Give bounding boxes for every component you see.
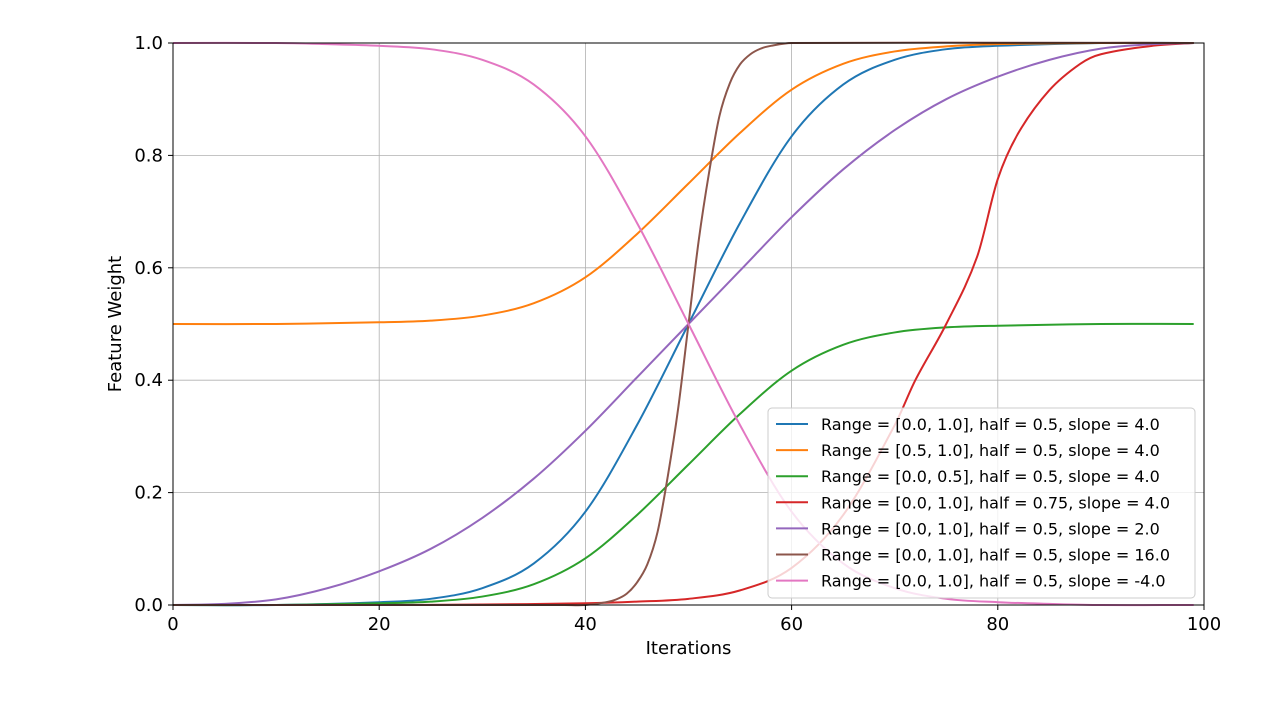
x-tick-label: 40 (574, 614, 597, 635)
series-line-3 (172, 322, 1194, 607)
series-line-7 (172, 41, 1194, 607)
x-tick-label: 100 (1187, 614, 1221, 635)
y-tick-label: 0.0 (134, 595, 163, 616)
legend-label: Range = [0.0, 1.0], half = 0.75, slope =… (821, 493, 1170, 512)
y-tick-label: 0.4 (134, 370, 163, 391)
legend-label: Range = [0.0, 1.0], half = 0.5, slope = … (821, 546, 1170, 565)
legend-label: Range = [0.0, 1.0], half = 0.5, slope = … (821, 572, 1166, 591)
series-line-6 (173, 41, 1194, 607)
series-line-2 (172, 41, 1194, 326)
y-tick-label: 0.6 (134, 258, 163, 279)
axis-ticks: 0 20 40 60 80 100 0.0 0.2 0.4 0.6 0.8 1.0 (134, 33, 1221, 635)
y-tick-label: 0.2 (134, 483, 163, 504)
x-tick-label: 60 (780, 614, 803, 635)
y-axis-label: Feature Weight (105, 256, 126, 392)
x-tick-label: 20 (368, 614, 391, 635)
plot-frame (172, 42, 1205, 606)
x-axis-label: Iterations (646, 638, 732, 659)
legend: Range = [0.0, 1.0], half = 0.5, slope = … (767, 407, 1196, 599)
x-tick-label: 0 (167, 614, 178, 635)
legend-label: Range = [0.0, 1.0], half = 0.5, slope = … (821, 415, 1160, 434)
legend-label: Range = [0.5, 1.0], half = 0.5, slope = … (821, 441, 1160, 460)
legend-label: Range = [0.0, 1.0], half = 0.5, slope = … (821, 519, 1160, 538)
x-tick-label: 80 (986, 614, 1009, 635)
legend-box (767, 407, 1196, 599)
legend-label: Range = [0.0, 0.5], half = 0.5, slope = … (821, 467, 1160, 486)
y-tick-label: 0.8 (134, 145, 163, 166)
series-lines (172, 41, 1194, 607)
y-tick-label: 1.0 (134, 33, 163, 54)
